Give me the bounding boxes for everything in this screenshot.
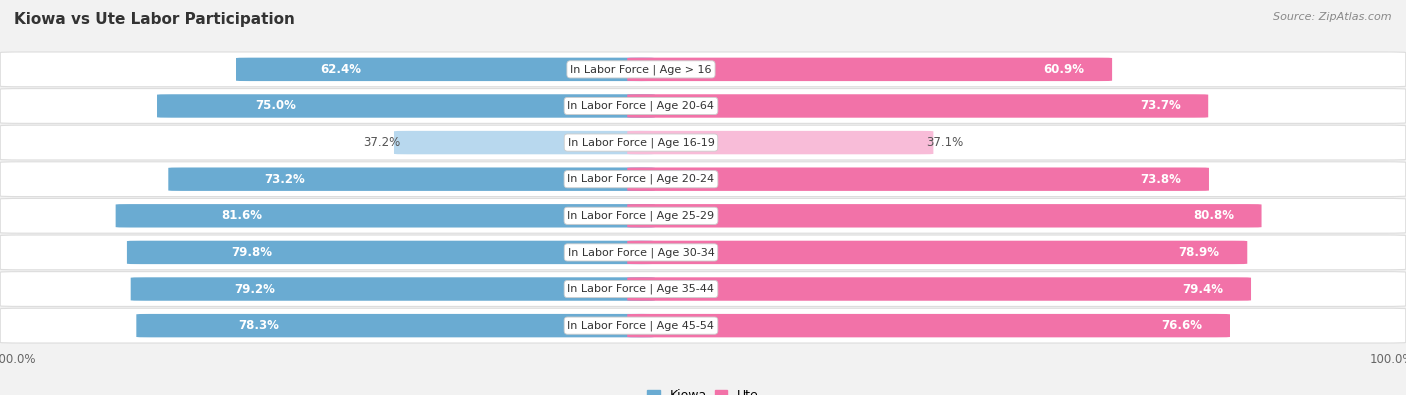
FancyBboxPatch shape bbox=[157, 94, 655, 118]
Legend: Kiowa, Ute: Kiowa, Ute bbox=[643, 384, 763, 395]
FancyBboxPatch shape bbox=[0, 125, 1406, 160]
Text: 78.3%: 78.3% bbox=[239, 319, 280, 332]
FancyBboxPatch shape bbox=[627, 94, 1208, 118]
FancyBboxPatch shape bbox=[627, 241, 1247, 264]
Text: 79.2%: 79.2% bbox=[233, 282, 274, 295]
FancyBboxPatch shape bbox=[627, 131, 934, 154]
FancyBboxPatch shape bbox=[136, 314, 655, 337]
Text: 80.8%: 80.8% bbox=[1192, 209, 1234, 222]
Text: Source: ZipAtlas.com: Source: ZipAtlas.com bbox=[1274, 12, 1392, 22]
FancyBboxPatch shape bbox=[627, 277, 1251, 301]
FancyBboxPatch shape bbox=[127, 241, 655, 264]
Text: 79.4%: 79.4% bbox=[1182, 282, 1223, 295]
FancyBboxPatch shape bbox=[0, 272, 1406, 307]
Text: In Labor Force | Age 16-19: In Labor Force | Age 16-19 bbox=[568, 137, 714, 148]
Text: 81.6%: 81.6% bbox=[222, 209, 263, 222]
FancyBboxPatch shape bbox=[0, 88, 1406, 123]
FancyBboxPatch shape bbox=[0, 52, 1406, 87]
FancyBboxPatch shape bbox=[0, 198, 1406, 233]
Text: 73.2%: 73.2% bbox=[264, 173, 305, 186]
Text: 73.7%: 73.7% bbox=[1140, 100, 1181, 113]
FancyBboxPatch shape bbox=[627, 167, 1209, 191]
FancyBboxPatch shape bbox=[0, 308, 1406, 343]
FancyBboxPatch shape bbox=[169, 167, 655, 191]
FancyBboxPatch shape bbox=[0, 235, 1406, 270]
FancyBboxPatch shape bbox=[627, 58, 1112, 81]
Text: 76.6%: 76.6% bbox=[1161, 319, 1202, 332]
Text: 79.8%: 79.8% bbox=[231, 246, 271, 259]
Text: 73.8%: 73.8% bbox=[1140, 173, 1181, 186]
Text: 75.0%: 75.0% bbox=[256, 100, 297, 113]
Text: In Labor Force | Age 20-64: In Labor Force | Age 20-64 bbox=[568, 101, 714, 111]
FancyBboxPatch shape bbox=[627, 314, 1230, 337]
Text: 62.4%: 62.4% bbox=[321, 63, 361, 76]
Text: 78.9%: 78.9% bbox=[1178, 246, 1220, 259]
FancyBboxPatch shape bbox=[131, 277, 655, 301]
Text: 37.2%: 37.2% bbox=[364, 136, 401, 149]
Text: Kiowa vs Ute Labor Participation: Kiowa vs Ute Labor Participation bbox=[14, 12, 295, 27]
Text: 37.1%: 37.1% bbox=[927, 136, 963, 149]
Text: In Labor Force | Age 45-54: In Labor Force | Age 45-54 bbox=[568, 320, 714, 331]
FancyBboxPatch shape bbox=[115, 204, 655, 228]
FancyBboxPatch shape bbox=[627, 204, 1261, 228]
Text: 60.9%: 60.9% bbox=[1043, 63, 1084, 76]
FancyBboxPatch shape bbox=[0, 162, 1406, 197]
Text: In Labor Force | Age 30-34: In Labor Force | Age 30-34 bbox=[568, 247, 714, 258]
Text: In Labor Force | Age 35-44: In Labor Force | Age 35-44 bbox=[568, 284, 714, 294]
FancyBboxPatch shape bbox=[394, 131, 655, 154]
Text: In Labor Force | Age 25-29: In Labor Force | Age 25-29 bbox=[568, 211, 714, 221]
Text: In Labor Force | Age > 16: In Labor Force | Age > 16 bbox=[571, 64, 711, 75]
FancyBboxPatch shape bbox=[236, 58, 655, 81]
Text: In Labor Force | Age 20-24: In Labor Force | Age 20-24 bbox=[568, 174, 714, 184]
